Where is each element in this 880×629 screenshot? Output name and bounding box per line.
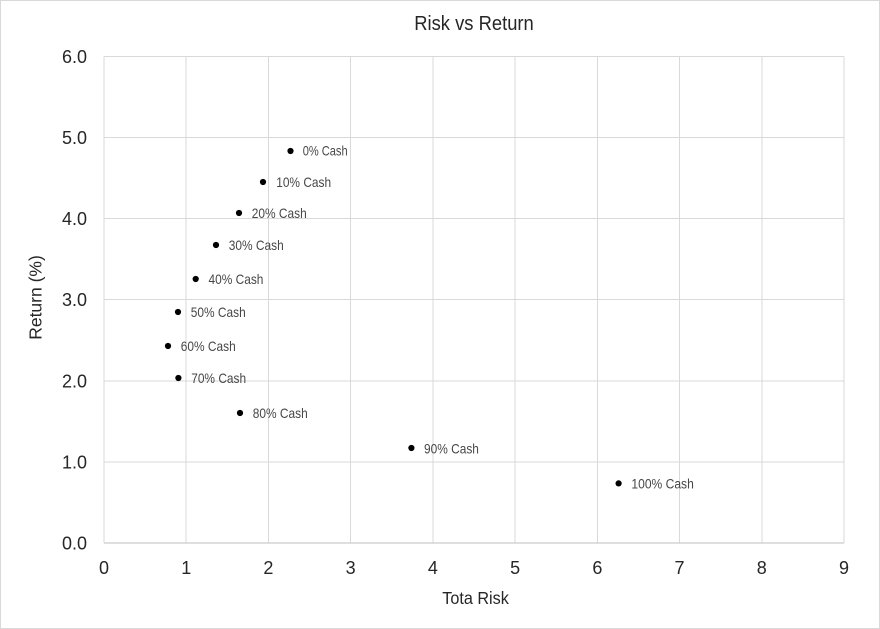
svg-text:80% Cash: 80% Cash bbox=[253, 405, 308, 421]
svg-text:8: 8 bbox=[757, 558, 767, 578]
svg-text:10% Cash: 10% Cash bbox=[276, 174, 331, 190]
svg-text:6.0: 6.0 bbox=[62, 47, 87, 67]
svg-text:1: 1 bbox=[181, 558, 191, 578]
svg-text:90% Cash: 90% Cash bbox=[424, 440, 479, 456]
svg-text:0.0: 0.0 bbox=[62, 534, 87, 554]
svg-text:4: 4 bbox=[428, 558, 438, 578]
svg-text:6: 6 bbox=[592, 558, 602, 578]
svg-text:70% Cash: 70% Cash bbox=[191, 370, 246, 386]
svg-text:100% Cash: 100% Cash bbox=[631, 476, 693, 492]
svg-text:30% Cash: 30% Cash bbox=[229, 237, 284, 253]
svg-text:20% Cash: 20% Cash bbox=[252, 205, 307, 221]
svg-text:50% Cash: 50% Cash bbox=[191, 304, 246, 320]
svg-text:2.0: 2.0 bbox=[62, 371, 87, 391]
svg-text:Risk vs Return: Risk vs Return bbox=[414, 13, 534, 35]
svg-text:40% Cash: 40% Cash bbox=[209, 271, 264, 287]
svg-text:9: 9 bbox=[839, 558, 849, 578]
svg-text:5.0: 5.0 bbox=[62, 128, 87, 148]
svg-text:7: 7 bbox=[675, 558, 685, 578]
svg-text:60% Cash: 60% Cash bbox=[181, 338, 236, 354]
svg-text:1.0: 1.0 bbox=[62, 452, 87, 472]
svg-text:3.0: 3.0 bbox=[62, 290, 87, 310]
svg-text:4.0: 4.0 bbox=[62, 209, 87, 229]
svg-text:0% Cash: 0% Cash bbox=[303, 143, 348, 159]
svg-text:2: 2 bbox=[263, 558, 273, 578]
svg-text:3: 3 bbox=[346, 558, 356, 578]
svg-text:Tota Risk: Tota Risk bbox=[442, 588, 509, 608]
svg-text:Return (%): Return (%) bbox=[26, 255, 46, 340]
svg-text:5: 5 bbox=[510, 558, 520, 578]
svg-text:0: 0 bbox=[99, 558, 109, 578]
